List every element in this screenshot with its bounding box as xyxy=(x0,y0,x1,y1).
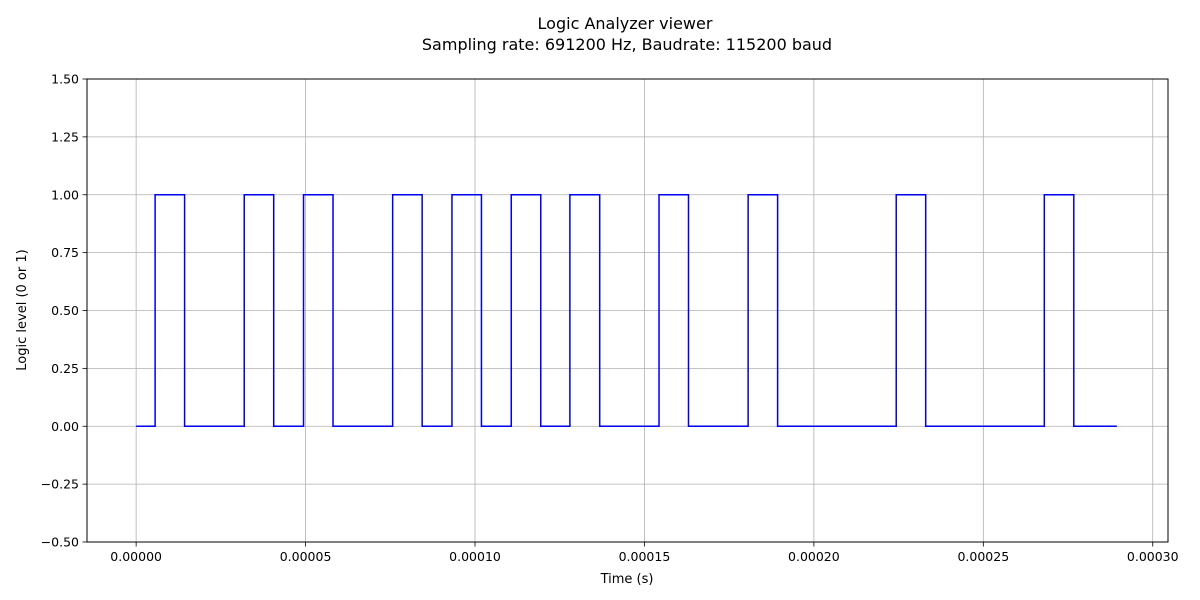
x-tick-label: 0.00005 xyxy=(280,549,332,564)
x-tick-label: 0.00000 xyxy=(110,549,162,564)
x-tick-label: 0.00020 xyxy=(788,549,840,564)
y-axis-label: Logic level (0 or 1) xyxy=(15,249,30,370)
signal-layer xyxy=(136,194,1117,427)
x-tick-label: 0.00030 xyxy=(1127,549,1179,564)
y-tick-label: 0.50 xyxy=(51,303,79,318)
signal-line xyxy=(136,194,1117,427)
x-axis-label: Time (s) xyxy=(600,572,654,587)
y-tick-label: 0.75 xyxy=(51,245,79,260)
x-tick-label: 0.00010 xyxy=(449,549,501,564)
y-tick-label: 0.25 xyxy=(51,361,79,376)
chart-subtitle: Sampling rate: 691200 Hz, Baudrate: 1152… xyxy=(422,35,832,54)
y-tick-label: −0.25 xyxy=(41,477,79,492)
y-tick-label: 1.50 xyxy=(51,72,79,87)
y-tick-label: 1.00 xyxy=(51,187,79,202)
x-tick-label: 0.00025 xyxy=(957,549,1009,564)
y-tick-label: 1.25 xyxy=(51,129,79,144)
y-tick-label: 0.00 xyxy=(51,419,79,434)
chart-title: Logic Analyzer viewer xyxy=(538,14,713,33)
ticks: 0.00000 0.00005 0.00010 0.00015 0.00020 0.000… xyxy=(41,72,1179,565)
y-tick-label: −0.50 xyxy=(41,535,79,550)
grid xyxy=(87,78,1168,543)
x-tick-label: 0.00015 xyxy=(619,549,671,564)
